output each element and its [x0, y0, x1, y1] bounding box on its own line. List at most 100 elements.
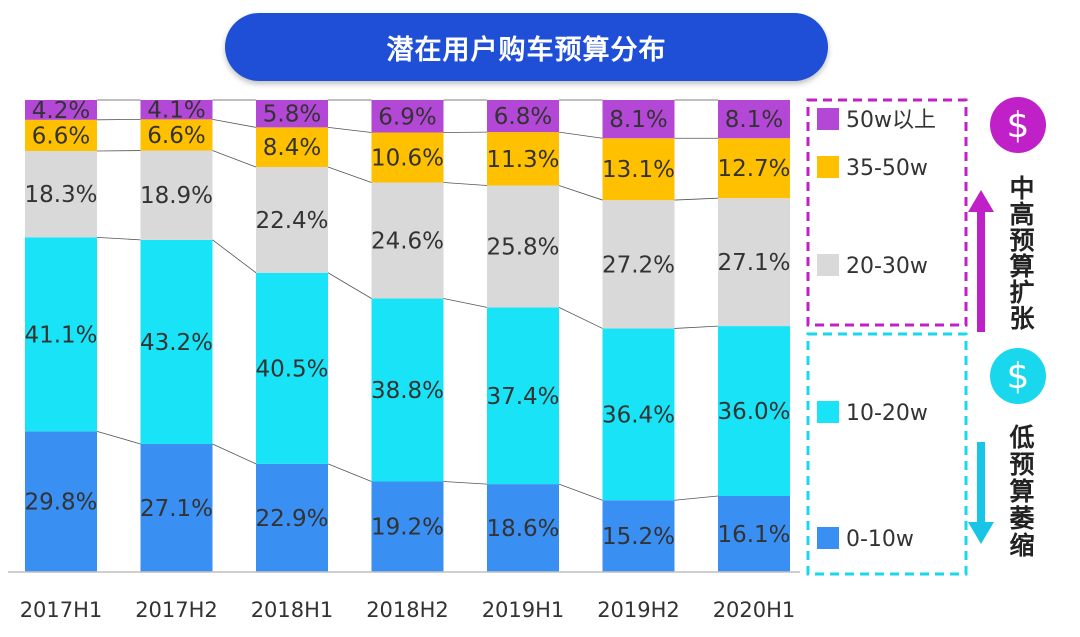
bar-area: [25, 100, 790, 572]
x-tick-label: 2020H1: [713, 598, 796, 622]
connector-line: [674, 197, 719, 201]
bar-20-30w-2018H2: [371, 182, 444, 299]
connector-line: [443, 298, 488, 308]
bar-20-30w-2018H1: [256, 167, 328, 273]
bar-35-50w-2017H2: [140, 119, 213, 151]
data-label: 15.2%: [602, 524, 675, 550]
data-label: 13.1%: [602, 157, 675, 183]
upper-annotation-text: 中高预算扩张: [1009, 174, 1035, 333]
bar-50w以上-2020H1: [718, 100, 790, 139]
data-label: 27.1%: [140, 496, 213, 522]
connector-line: [674, 325, 719, 329]
connector-line: [327, 166, 372, 183]
dollar-glyph: $: [1007, 356, 1030, 397]
data-label: 37.4%: [486, 384, 559, 410]
bar-0-10w-2018H1: [256, 463, 328, 572]
x-tick-label: 2018H1: [251, 598, 334, 622]
connector-line: [443, 481, 488, 485]
connector-line: [558, 185, 603, 201]
bar-20-30w-2017H2: [140, 150, 213, 240]
x-tick-label: 2019H2: [597, 598, 680, 622]
bar-35-50w-2018H2: [371, 132, 444, 183]
bar-35-50w-2020H1: [718, 138, 790, 199]
legend-swatch-35-50w: [817, 156, 839, 178]
data-label: 40.5%: [255, 356, 328, 382]
down-arrow-shaft: [977, 442, 985, 524]
connector-line: [212, 118, 257, 128]
connector-line: [327, 463, 372, 482]
data-label: 16.1%: [717, 522, 790, 548]
connector-line: [212, 239, 257, 274]
bar-20-30w-2020H1: [718, 198, 790, 327]
legend-label-35-50w: 35-50w: [846, 156, 928, 181]
data-label: 8.1%: [725, 107, 783, 133]
up-arrow-icon: [968, 190, 994, 212]
data-label: 36.0%: [717, 399, 790, 425]
connector-line: [327, 272, 372, 299]
data-label: 6.6%: [32, 123, 90, 149]
data-label: 18.3%: [24, 182, 97, 208]
data-label: 25.8%: [486, 234, 559, 260]
legend-swatch-0-10w: [817, 527, 839, 549]
bar-0-10w-2019H2: [602, 500, 675, 572]
data-label: 12.7%: [717, 156, 790, 182]
data-label: 8.4%: [263, 135, 321, 161]
x-tick-label: 2019H1: [482, 598, 565, 622]
bar-50w以上-2018H2: [371, 100, 444, 133]
connector-line: [327, 126, 372, 133]
data-label: 38.8%: [371, 378, 444, 404]
legend-label-10-20w: 10-20w: [846, 401, 928, 426]
legend-lower-box: [806, 332, 968, 576]
connector-line: [558, 131, 603, 139]
data-label: 43.2%: [140, 330, 213, 356]
bar-20-30w-2019H1: [487, 185, 559, 308]
data-label: 27.2%: [602, 252, 675, 278]
legend-swatch-10-20w: [817, 401, 839, 423]
legend-label-20-30w: 20-30w: [846, 254, 928, 279]
bar-10-20w-2018H2: [371, 298, 444, 482]
data-label: 29.8%: [24, 490, 97, 516]
x-tick-label: 2017H1: [20, 598, 103, 622]
data-label: 24.6%: [371, 229, 444, 255]
bar-50w以上-2019H2: [602, 100, 675, 139]
bar-10-20w-2019H2: [602, 328, 675, 501]
bar-10-20w-2018H1: [256, 272, 328, 464]
connector-lines: [96, 99, 719, 501]
dollar-icon: [990, 97, 1046, 153]
bar-0-10w-2020H1: [718, 496, 790, 572]
connector-line: [443, 182, 488, 186]
legend: 50w以上 35-50w 20-30w 10-20w 0-10w: [817, 108, 936, 552]
data-label: 6.9%: [378, 104, 436, 130]
data-label: 41.1%: [24, 322, 97, 348]
bar-50w以上-2018H1: [256, 100, 328, 128]
data-label: 5.8%: [263, 102, 321, 128]
lower-annotation: $ 低预算萎缩: [968, 348, 1046, 560]
bar-35-50w-2019H1: [487, 132, 559, 186]
connector-line: [558, 307, 603, 329]
upper-annotation: $ 中高预算扩张: [968, 97, 1046, 333]
legend-label-0-10w: 0-10w: [846, 527, 914, 552]
data-label: 4.2%: [32, 98, 90, 124]
data-label: 18.6%: [486, 516, 559, 542]
bar-10-20w-2017H1: [25, 237, 97, 432]
lower-annotation-text: 低预算萎缩: [1008, 423, 1034, 560]
bar-0-10w-2017H2: [140, 443, 213, 572]
data-label: 11.3%: [486, 147, 559, 173]
up-arrow-shaft: [977, 210, 985, 332]
data-label: 18.9%: [140, 183, 213, 209]
bar-35-50w-2017H1: [25, 119, 97, 151]
data-labels: 29.8% 41.1% 18.3% 6.6%4.2% 27.1% 43.2% 18.9% 6.…: [24, 98, 790, 550]
bar-10-20w-2020H1: [718, 326, 790, 497]
bar-0-10w-2018H2: [371, 481, 444, 572]
bar-35-50w-2018H1: [256, 127, 328, 168]
data-label: 4.1%: [147, 98, 205, 124]
dollar-icon: [990, 348, 1046, 404]
connector-line: [96, 236, 141, 241]
bar-35-50w-2019H2: [602, 138, 675, 201]
data-label: 22.9%: [255, 506, 328, 532]
bar-10-20w-2019H1: [487, 307, 559, 485]
data-label: 36.4%: [602, 402, 675, 428]
data-label: 19.2%: [371, 515, 444, 541]
data-label: 22.4%: [255, 208, 328, 234]
